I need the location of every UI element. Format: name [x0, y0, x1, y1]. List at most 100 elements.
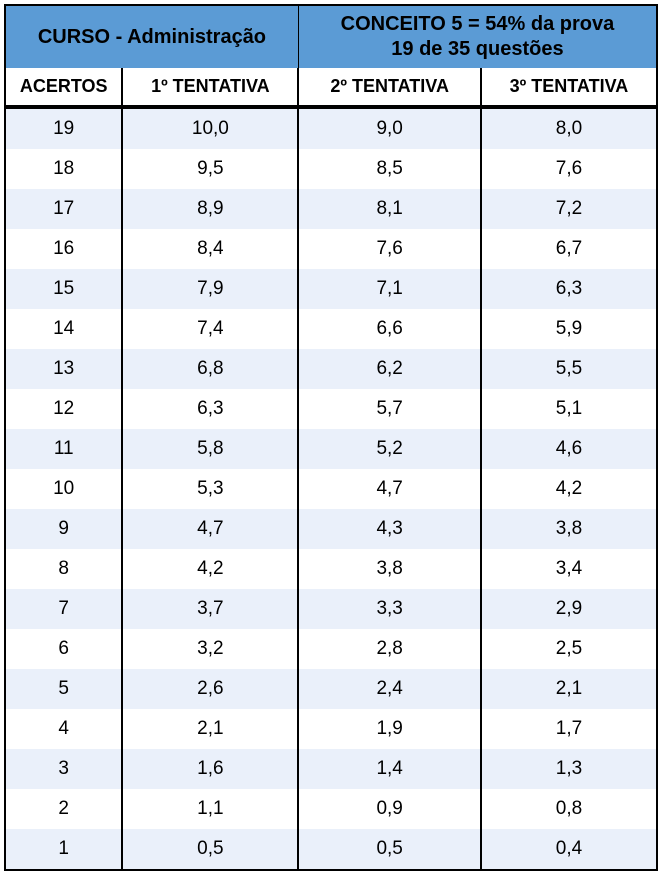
- table-row: 168,47,66,7: [5, 229, 657, 269]
- table-cell: 5,8: [122, 429, 298, 469]
- table-cell: 11: [5, 429, 122, 469]
- table-cell: 10,0: [122, 107, 298, 149]
- table-cell: 4,2: [481, 469, 657, 509]
- table-body: 1910,09,08,0189,58,57,6178,98,17,2168,47…: [5, 107, 657, 870]
- table-cell: 6,3: [122, 389, 298, 429]
- table-row: 147,46,65,9: [5, 309, 657, 349]
- table-cell: 19: [5, 107, 122, 149]
- table-row: 42,11,91,7: [5, 709, 657, 749]
- table-cell: 6,8: [122, 349, 298, 389]
- table-cell: 3,8: [298, 549, 481, 589]
- table-cell: 2,8: [298, 629, 481, 669]
- table-row: 157,97,16,3: [5, 269, 657, 309]
- table-cell: 2,1: [481, 669, 657, 709]
- table-cell: 4,3: [298, 509, 481, 549]
- table-row: 105,34,74,2: [5, 469, 657, 509]
- table-cell: 7,6: [481, 149, 657, 189]
- table-cell: 5: [5, 669, 122, 709]
- table-cell: 2,4: [298, 669, 481, 709]
- table-container: CURSO - Administração CONCEITO 5 = 54% d…: [0, 0, 662, 875]
- table-cell: 7,2: [481, 189, 657, 229]
- col-header-tentativa3: 3º TENTATIVA: [481, 68, 657, 107]
- table-cell: 1,4: [298, 749, 481, 789]
- table-cell: 1,3: [481, 749, 657, 789]
- table-cell: 16: [5, 229, 122, 269]
- table-cell: 5,3: [122, 469, 298, 509]
- table-cell: 3,3: [298, 589, 481, 629]
- table-row: 52,62,42,1: [5, 669, 657, 709]
- table-row: 94,74,33,8: [5, 509, 657, 549]
- table-cell: 0,4: [481, 829, 657, 870]
- table-cell: 3,2: [122, 629, 298, 669]
- table-cell: 4,7: [122, 509, 298, 549]
- header-course: CURSO - Administração: [5, 5, 298, 68]
- col-header-tentativa2: 2º TENTATIVA: [298, 68, 481, 107]
- table-row: 21,10,90,8: [5, 789, 657, 829]
- table-cell: 9,5: [122, 149, 298, 189]
- table-head: CURSO - Administração CONCEITO 5 = 54% d…: [5, 5, 657, 107]
- table-row: 73,73,32,9: [5, 589, 657, 629]
- table-cell: 0,8: [481, 789, 657, 829]
- table-row: 63,22,82,5: [5, 629, 657, 669]
- table-cell: 1,6: [122, 749, 298, 789]
- table-row: 136,86,25,5: [5, 349, 657, 389]
- table-cell: 3,4: [481, 549, 657, 589]
- table-cell: 6,3: [481, 269, 657, 309]
- table-cell: 3,8: [481, 509, 657, 549]
- table-cell: 6,6: [298, 309, 481, 349]
- table-cell: 6,7: [481, 229, 657, 269]
- col-header-tentativa1: 1º TENTATIVA: [122, 68, 298, 107]
- sub-header-row: ACERTOS 1º TENTATIVA 2º TENTATIVA 3º TEN…: [5, 68, 657, 107]
- header-concept: CONCEITO 5 = 54% da prova 19 de 35 quest…: [298, 5, 657, 68]
- table-cell: 5,1: [481, 389, 657, 429]
- table-cell: 2: [5, 789, 122, 829]
- table-cell: 3: [5, 749, 122, 789]
- table-cell: 0,5: [122, 829, 298, 870]
- table-cell: 10: [5, 469, 122, 509]
- table-cell: 13: [5, 349, 122, 389]
- table-cell: 7: [5, 589, 122, 629]
- header-concept-line1: CONCEITO 5 = 54% da prova: [341, 13, 615, 35]
- table-cell: 8,1: [298, 189, 481, 229]
- table-cell: 2,9: [481, 589, 657, 629]
- table-cell: 7,1: [298, 269, 481, 309]
- table-row: 178,98,17,2: [5, 189, 657, 229]
- table-cell: 9: [5, 509, 122, 549]
- table-cell: 15: [5, 269, 122, 309]
- table-cell: 7,6: [298, 229, 481, 269]
- table-cell: 8,0: [481, 107, 657, 149]
- grade-table: CURSO - Administração CONCEITO 5 = 54% d…: [4, 4, 658, 871]
- table-cell: 5,2: [298, 429, 481, 469]
- table-row: 189,58,57,6: [5, 149, 657, 189]
- table-cell: 12: [5, 389, 122, 429]
- table-row: 84,23,83,4: [5, 549, 657, 589]
- table-cell: 17: [5, 189, 122, 229]
- table-cell: 9,0: [298, 107, 481, 149]
- table-cell: 5,5: [481, 349, 657, 389]
- table-cell: 4: [5, 709, 122, 749]
- table-cell: 2,1: [122, 709, 298, 749]
- table-cell: 6: [5, 629, 122, 669]
- table-row: 31,61,41,3: [5, 749, 657, 789]
- table-cell: 2,6: [122, 669, 298, 709]
- table-cell: 8: [5, 549, 122, 589]
- table-cell: 5,7: [298, 389, 481, 429]
- table-cell: 1,1: [122, 789, 298, 829]
- table-cell: 18: [5, 149, 122, 189]
- table-cell: 1,7: [481, 709, 657, 749]
- table-cell: 1,9: [298, 709, 481, 749]
- table-cell: 7,9: [122, 269, 298, 309]
- table-row: 115,85,24,6: [5, 429, 657, 469]
- table-cell: 8,4: [122, 229, 298, 269]
- table-cell: 4,2: [122, 549, 298, 589]
- table-cell: 4,7: [298, 469, 481, 509]
- table-cell: 2,5: [481, 629, 657, 669]
- header-concept-line2: 19 de 35 questões: [391, 38, 563, 60]
- table-cell: 0,5: [298, 829, 481, 870]
- table-row: 1910,09,08,0: [5, 107, 657, 149]
- table-cell: 0,9: [298, 789, 481, 829]
- table-row: 10,50,50,4: [5, 829, 657, 870]
- table-cell: 4,6: [481, 429, 657, 469]
- table-row: 126,35,75,1: [5, 389, 657, 429]
- table-cell: 1: [5, 829, 122, 870]
